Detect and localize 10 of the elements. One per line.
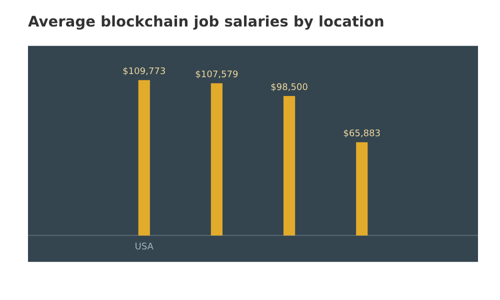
bar (356, 142, 368, 236)
bar (138, 80, 150, 236)
bar (210, 83, 223, 236)
bar (283, 96, 296, 236)
data-label: $107,579 (196, 70, 238, 78)
data-label: $65,883 (344, 129, 380, 138)
chart-title: Average blockchain job salaries by location (28, 15, 384, 30)
data-label: $98,500 (271, 83, 308, 92)
data-label: $109,773 (123, 67, 165, 76)
x-tick-label: USA (136, 242, 154, 250)
